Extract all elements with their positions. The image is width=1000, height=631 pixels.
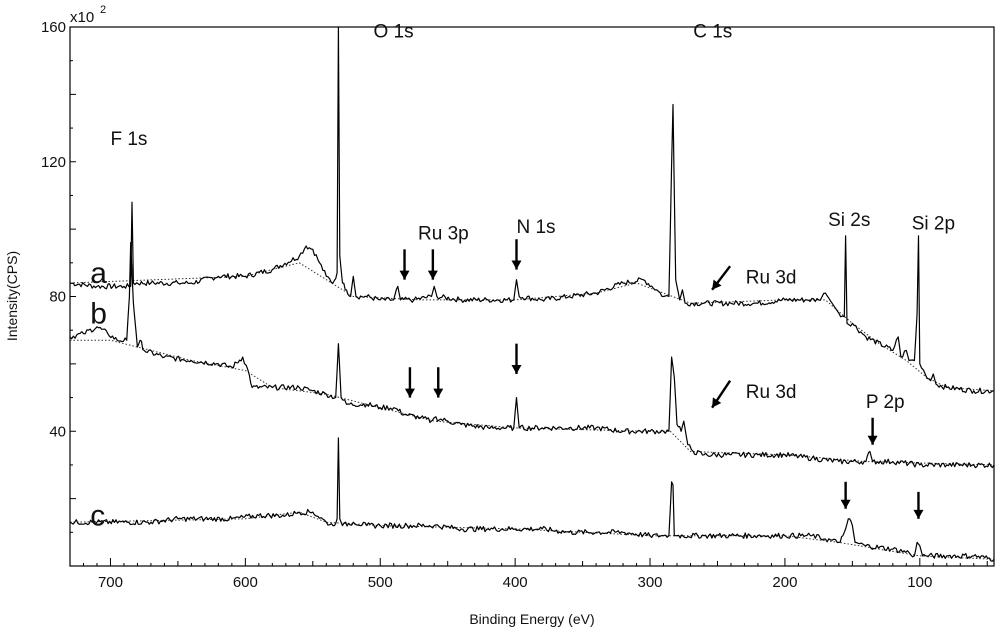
peak-label: Ru 3d (746, 382, 797, 403)
x-tick-label: 400 (503, 574, 528, 591)
trace-a (69, 26, 995, 394)
trace-label-a: a (90, 257, 107, 290)
arrow-head (511, 364, 522, 374)
peak-label: C 1s (693, 21, 732, 42)
arrow-head (913, 509, 924, 519)
trace-b (69, 242, 995, 469)
y-tick-label: 40 (49, 423, 66, 440)
x-tick-label: 700 (98, 574, 123, 591)
arrow-head (712, 279, 722, 290)
baseline-b (70, 339, 995, 466)
peak-label: P 2p (866, 392, 905, 413)
baseline-a (69, 262, 995, 392)
arrow-head (511, 260, 522, 270)
arrow-head (399, 270, 410, 280)
peak-label: N 1s (516, 217, 555, 238)
peak-arrows (399, 239, 924, 519)
peak-labels: O 1s C 1s F 1s Ru 3p N 1s Si 2s Si 2p Ru 3d Ru 3… (110, 21, 955, 413)
arrow-head (427, 270, 438, 280)
x-tick-label: 500 (368, 574, 393, 591)
x-tick-label: 100 (907, 574, 932, 591)
spectrum-traces (69, 26, 995, 562)
x-tick-label: 600 (233, 574, 258, 591)
trace-label-c: c (90, 499, 105, 532)
peak-label: F 1s (110, 129, 147, 150)
arrow-head (867, 435, 878, 445)
plot-frame (69, 26, 995, 567)
y-multiplier-label: x10 (70, 9, 94, 26)
peak-label: Ru 3d (746, 267, 797, 288)
y-tick-label: 160 (41, 19, 66, 36)
arrow-head (404, 388, 415, 398)
peak-label: Si 2p (912, 213, 955, 234)
trace-label-b: b (90, 297, 107, 330)
arrow-head (712, 397, 722, 408)
background-baselines (69, 262, 995, 560)
peak-label: Si 2s (828, 210, 870, 231)
x-tick-label: 300 (638, 574, 663, 591)
arrow-head (840, 499, 851, 509)
peak-label: Ru 3p (418, 223, 469, 244)
x-axis-ticks: 700 600 500 400 300 200 100 (82, 558, 988, 591)
x-axis-title: Binding Energy (eV) (469, 611, 594, 627)
baseline-c (69, 511, 995, 560)
y-multiplier-exponent: 2 (100, 4, 106, 16)
arrow-head (433, 388, 444, 398)
y-axis-title: Intensity(CPS) (4, 251, 20, 341)
y-tick-label: 80 (49, 289, 66, 306)
x-tick-label: 200 (772, 574, 797, 591)
trace-labels: ab c (90, 257, 107, 533)
y-axis-ticks: 160 120 80 40 (41, 19, 76, 567)
trace-c (69, 437, 995, 562)
y-tick-label: 120 (41, 154, 66, 171)
peak-label: O 1s (374, 21, 414, 42)
